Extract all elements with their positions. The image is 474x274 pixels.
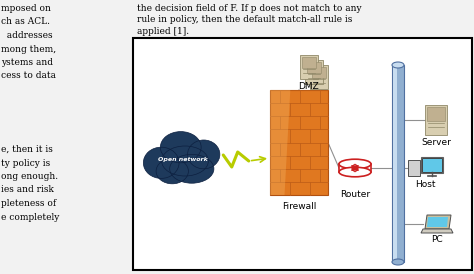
Text: ty policy is: ty policy is [1,158,50,167]
Text: the decision field of F. If p does not match to any: the decision field of F. If p does not m… [137,4,362,13]
Bar [305,60,323,84]
Bar [310,65,328,89]
Ellipse shape [160,132,201,163]
Bar [427,107,445,121]
Bar [408,160,420,176]
Polygon shape [425,215,451,229]
Text: cess to data: cess to data [1,72,56,81]
Ellipse shape [162,146,209,176]
Bar [270,90,328,195]
Polygon shape [421,229,453,233]
Text: Open network: Open network [158,158,208,162]
Text: mposed on: mposed on [1,4,51,13]
Bar [393,65,397,262]
Bar [422,158,442,172]
Text: addresses: addresses [1,31,53,40]
Text: Host: Host [415,180,435,189]
Polygon shape [427,217,448,227]
Bar [421,157,443,173]
Text: pleteness of: pleteness of [1,199,56,208]
Ellipse shape [339,167,371,177]
Bar [133,38,472,270]
Text: e, then it is: e, then it is [1,145,53,154]
Text: ch as ACL.: ch as ACL. [1,18,50,27]
Ellipse shape [170,155,214,183]
Text: Firewall: Firewall [282,202,316,211]
Text: Router: Router [340,190,370,199]
Text: e completely: e completely [1,213,59,221]
Bar [307,62,321,73]
Text: ies and risk: ies and risk [1,185,54,195]
Ellipse shape [188,140,220,169]
Text: DMZ: DMZ [299,82,319,91]
Bar [302,57,316,68]
Text: ystems and: ystems and [1,58,53,67]
Ellipse shape [392,259,404,265]
Bar [312,67,326,78]
Ellipse shape [339,159,371,169]
Text: rule in policy, then the default match-all rule is: rule in policy, then the default match-a… [137,16,352,24]
Bar [392,65,404,262]
Ellipse shape [143,147,179,178]
Polygon shape [270,90,290,195]
Bar [425,105,447,135]
Bar [300,55,318,79]
Ellipse shape [156,159,188,184]
Ellipse shape [392,62,404,68]
Text: applied [1].: applied [1]. [137,27,189,36]
Text: mong them,: mong them, [1,44,56,53]
Text: ong enough.: ong enough. [1,172,58,181]
Text: Server: Server [421,138,451,147]
Text: PC: PC [431,235,443,244]
Bar [339,164,371,172]
